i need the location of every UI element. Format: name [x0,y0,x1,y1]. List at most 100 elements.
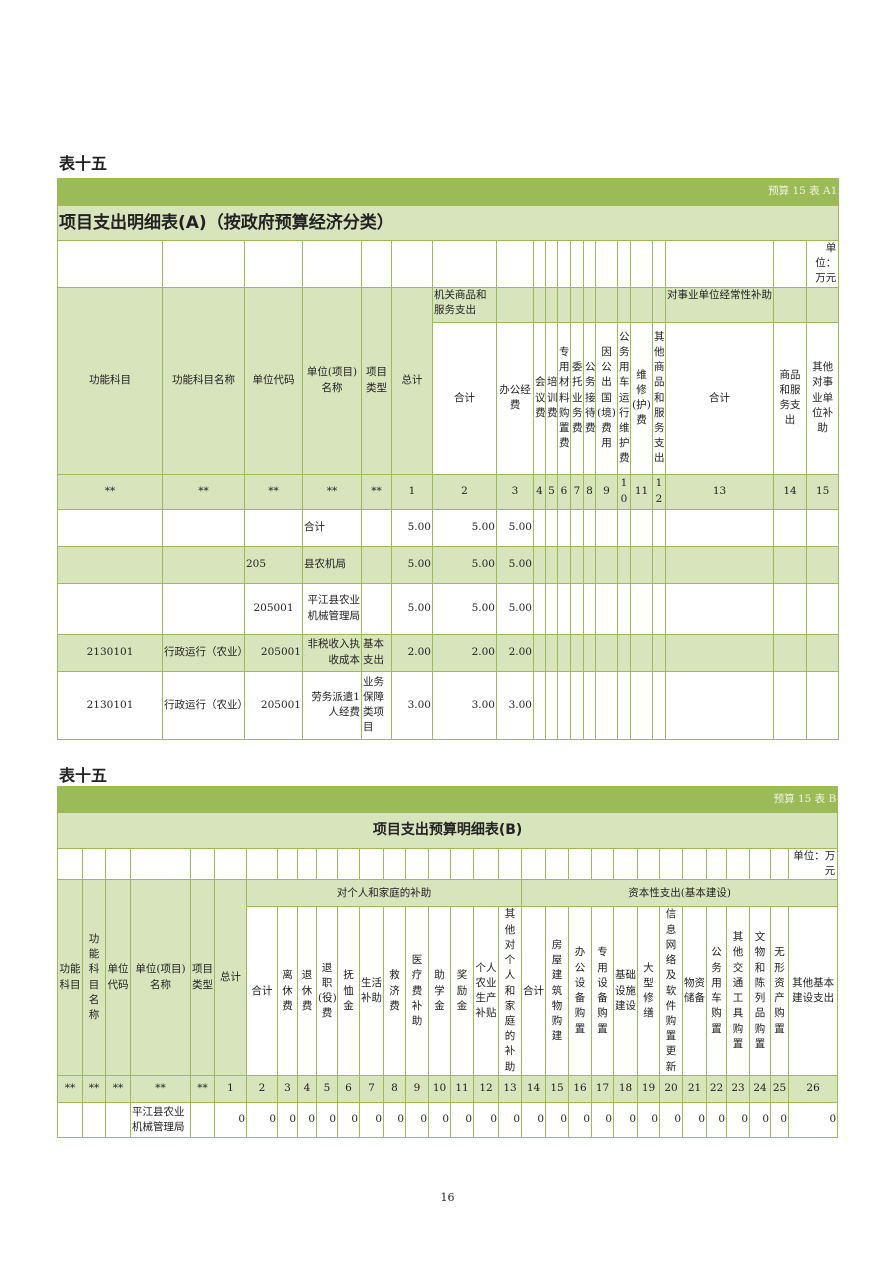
column-number: ** [302,473,362,510]
table-cell [665,508,774,547]
table-cell [533,508,546,547]
table-cell: 0 [749,1101,771,1138]
table-cell [805,670,840,740]
group-header-row: 功能科目 功能科目名称 单位代码 单位(项目)名称 项目类型 总计 机关商品和服务支出 对事业… [57,286,840,475]
column-number: 24 [749,1074,771,1103]
column-number: 2 [246,1074,278,1103]
empty-cell [617,286,631,323]
table-cell [545,582,558,635]
table-cell [533,633,546,672]
empty-cell [297,847,317,881]
column-header: 房屋建筑物购建 [545,906,569,1076]
tag-bar: 预算 15 表 A1 [56,178,840,206]
table-cell [570,545,584,584]
table-title: 项目支出明细表(A)（按政府预算经济分类） [56,205,840,241]
empty-cell [57,240,163,288]
table-cell [773,633,807,672]
table-row: 2130101 行政运行（农业） 205001 劳务派遣1人经费 业务保障类项目 3.00… [57,670,840,740]
empty-cell [749,847,771,881]
table-cell [652,670,666,740]
column-number: 11 [630,473,653,510]
table-cell [630,670,653,740]
table-cell [652,545,666,584]
column-number-row: ** ** ** ** ** 1 2 3 4 5 6 7 8 9 10 11 12 13 14 15 [57,473,840,510]
title-row: 项目支出预算明细表(B) [56,812,839,849]
table-cell [533,582,546,635]
column-number: 4 [533,473,546,510]
unit-label: 单位：万元 [805,240,840,288]
empty-cell [583,286,596,323]
empty-cell [630,286,653,323]
table-cell: 合计 [302,508,362,547]
table-cell [595,633,618,672]
table-cell [557,545,571,584]
table-cell [805,508,840,547]
table-cell [583,670,596,740]
column-number-row: ** ** ** ** ** 1 2 3 4 5 6 7 8 9 10 11 12 13 14 15 16 17 18 19 2… [57,1074,839,1103]
column-number: 8 [583,473,596,510]
table-cell: 5.00 [432,582,497,635]
table-a-heading: 表十五 [59,154,108,173]
table-cell [557,508,571,547]
table-cell [533,670,546,740]
table-cell: 0 [568,1101,592,1138]
column-header: 退职(役)费 [316,906,338,1076]
column-header: 办公经费 [496,321,534,475]
empty-cell [316,847,338,881]
table-cell: 平江县农业机械管理局 [302,582,362,635]
empty-cell [805,286,840,323]
table-cell [361,508,392,547]
empty-cell [652,240,666,288]
empty-cell [383,847,406,881]
unit-row: 单位：万元 [57,847,839,881]
table-cell: 5.00 [391,508,433,547]
table-cell: 0 [726,1101,750,1138]
table-cell: 2130101 [57,633,163,672]
empty-cell [568,847,592,881]
empty-cell [652,286,666,323]
page-number: 16 [440,1191,455,1204]
unit-row: 单位：万元 [57,240,840,288]
group-header: 对事业单位经常性补助 [665,286,774,323]
empty-cell [595,240,618,288]
table-cell [773,545,807,584]
empty-cell [244,240,303,288]
table-cell [57,582,163,635]
table-cell [82,1101,106,1138]
empty-cell [337,847,360,881]
table-cell: 205001 [244,670,303,740]
table-cell: 5.00 [432,545,497,584]
table-cell [162,508,245,547]
table-cell [162,582,245,635]
column-header: 维修(护)费 [630,321,653,475]
table-cell [773,582,807,635]
column-number: ** [361,473,392,510]
table-a: 预算 15 表 A1 项目支出明细表(A)（按政府预算经济分类） 单位：万元 功能科目… [56,178,840,740]
table-cell: 0 [706,1101,727,1138]
table-cell [773,508,807,547]
empty-cell [533,286,546,323]
table-cell: 5.00 [496,508,534,547]
column-header: 单位代码 [244,286,303,475]
column-number: 21 [682,1074,707,1103]
table-cell: 0 [770,1101,789,1138]
column-header: 总计 [391,286,433,475]
empty-cell [545,847,569,881]
table-cell: 2.00 [496,633,534,672]
column-number: 10 [428,1074,451,1103]
table-cell [665,633,774,672]
table-cell: 0 [405,1101,429,1138]
column-number: 7 [570,473,584,510]
column-header: 总计 [214,879,247,1076]
empty-cell [706,847,727,881]
empty-cell [428,847,451,881]
table-cell [617,670,631,740]
table-cell [595,545,618,584]
empty-cell [57,847,83,881]
empty-cell [473,847,499,881]
table-cell: 2.00 [432,633,497,672]
column-header: 项目类型 [190,879,215,1076]
table-cell [545,545,558,584]
table-cell [665,582,774,635]
table-cell [630,633,653,672]
